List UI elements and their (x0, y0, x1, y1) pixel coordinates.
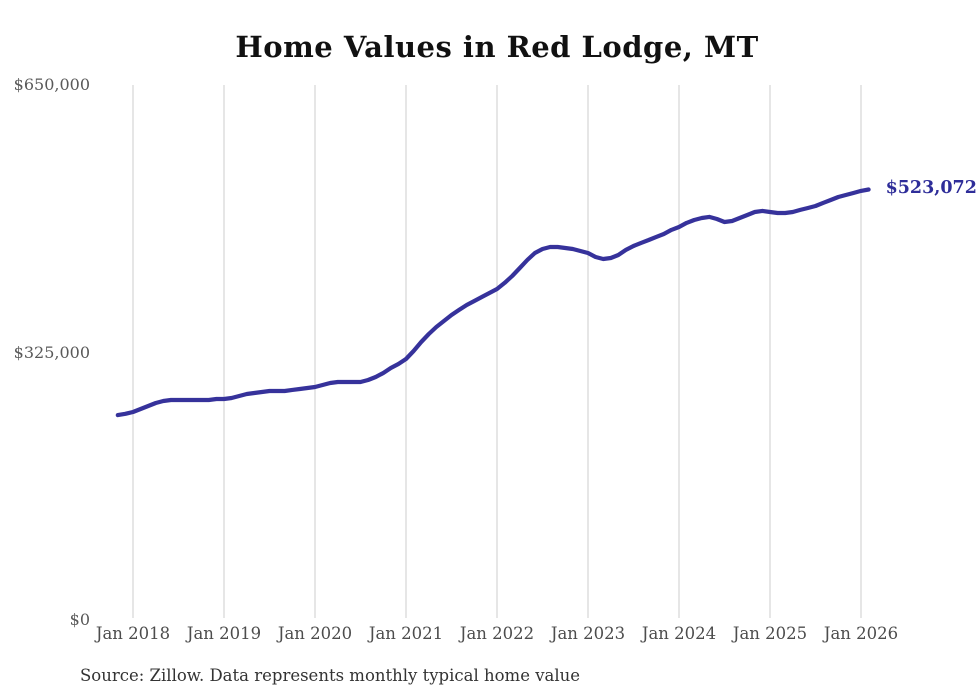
x-tick-2019-01: Jan 2019 (186, 624, 262, 643)
x-tick-2023-01: Jan 2023 (550, 624, 626, 643)
x-tick-2024-01: Jan 2024 (641, 624, 717, 643)
vertical-gridlines (132, 85, 862, 618)
y-tick-325000: $325,000 (13, 342, 90, 362)
x-tick-2026-01: Jan 2026 (823, 624, 899, 643)
chart-title: Home Values in Red Lodge, MT (235, 30, 759, 64)
x-tick-2021-01: Jan 2021 (368, 624, 444, 643)
x-tick-2020-01: Jan 2020 (277, 624, 353, 643)
x-tick-2018-01: Jan 2018 (95, 624, 171, 643)
home-value-line-series (115, 187, 871, 418)
latest-value-label: $523,072 (885, 178, 977, 199)
x-tick-2025-01: Jan 2025 (732, 624, 808, 643)
y-tick-0: $0 (69, 610, 90, 629)
source-attribution: Source: Zillow. Data represents monthly … (80, 666, 581, 685)
x-tick-2022-01: Jan 2022 (459, 624, 535, 643)
y-tick-650000: $650,000 (13, 75, 90, 94)
